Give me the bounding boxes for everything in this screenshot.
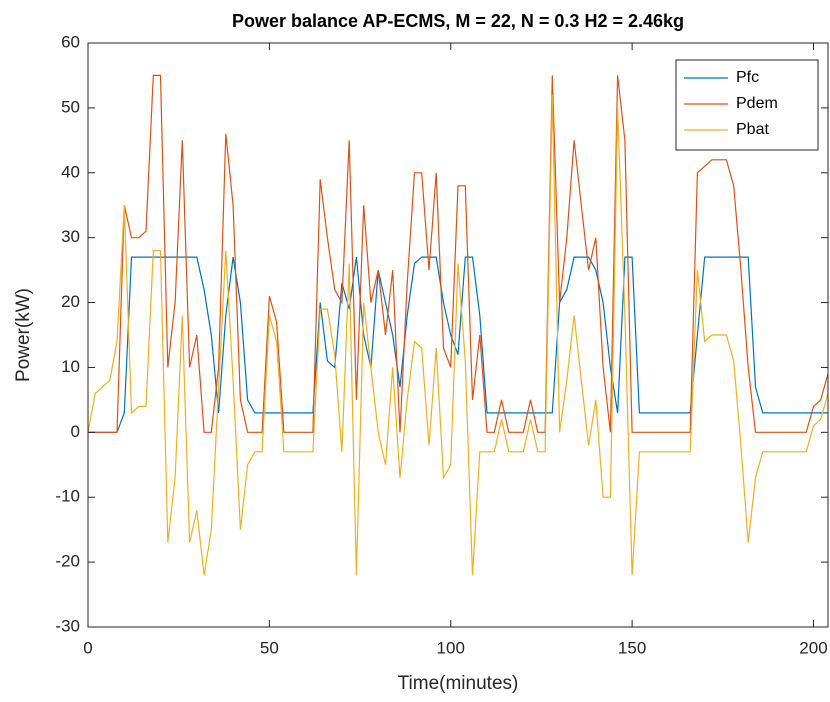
series-line xyxy=(88,256,828,433)
x-tick-label: 100 xyxy=(437,638,465,657)
y-tick-label: -30 xyxy=(55,616,80,635)
x-tick-label: 200 xyxy=(799,638,827,657)
x-tick-label: 150 xyxy=(618,638,646,657)
y-tick-label: -20 xyxy=(55,552,80,571)
y-tick-label: 40 xyxy=(61,162,80,181)
legend-label: Pbat xyxy=(736,121,769,138)
y-tick-label: 0 xyxy=(71,422,80,441)
series-line xyxy=(88,94,828,576)
legend-label: Pdem xyxy=(736,95,778,112)
series-line xyxy=(88,74,828,433)
x-axis-label: Time(minutes) xyxy=(398,673,519,694)
y-tick-label: -10 xyxy=(55,487,80,506)
lines xyxy=(88,74,828,576)
x-tick-label: 50 xyxy=(260,638,279,657)
chart-title: Power balance AP-ECMS, M = 22, N = 0.3 H… xyxy=(232,11,684,31)
y-tick-label: 10 xyxy=(61,357,80,376)
x-tick-label: 0 xyxy=(83,638,92,657)
y-tick-label: 50 xyxy=(61,97,80,116)
y-tick-label: 20 xyxy=(61,292,80,311)
y-tick-label: 60 xyxy=(61,32,80,51)
legend-label: Pfc xyxy=(736,69,759,86)
y-tick-label: 30 xyxy=(61,227,80,246)
y-axis-label: Power(kW) xyxy=(13,288,34,382)
axes-box xyxy=(87,42,829,628)
legend-box xyxy=(675,59,819,151)
